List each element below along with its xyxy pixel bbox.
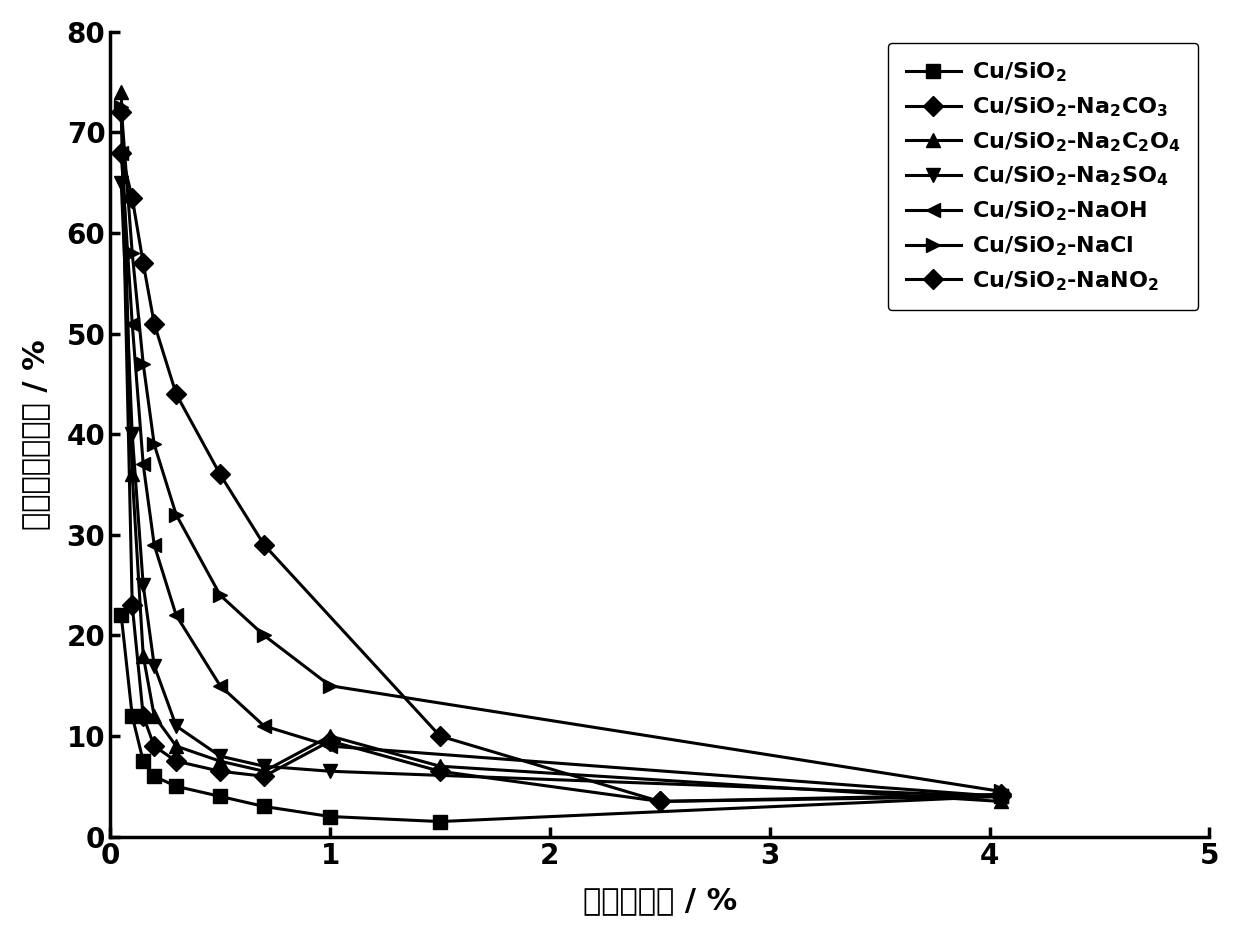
- Cu/SiO$_2$-NaOH: [146, 539, 161, 550]
- Cu/SiO$_2$-NaCl: [146, 439, 161, 450]
- Cu/SiO$_2$: [433, 816, 448, 827]
- Cu/SiO$_2$-Na$_2$SO$_4$: [125, 429, 140, 440]
- Cu/SiO$_2$-Na$_2$CO$_3$: [993, 791, 1008, 802]
- Cu/SiO$_2$-NaOH: [993, 791, 1008, 802]
- Cu/SiO$_2$-Na$_2$C$_2$O$_4$: [169, 740, 184, 752]
- Cu/SiO$_2$-NaCl: [135, 358, 150, 370]
- Cu/SiO$_2$-Na$_2$SO$_4$: [993, 791, 1008, 802]
- X-axis label: 丙烯转化率 / %: 丙烯转化率 / %: [583, 886, 737, 915]
- Cu/SiO$_2$: [993, 791, 1008, 802]
- Cu/SiO$_2$-Na$_2$SO$_4$: [169, 721, 184, 732]
- Cu/SiO$_2$-Na$_2$CO$_3$: [146, 740, 161, 752]
- Cu/SiO$_2$-NaOH: [169, 609, 184, 621]
- Cu/SiO$_2$-Na$_2$C$_2$O$_4$: [993, 796, 1008, 807]
- Y-axis label: 环氧丙烷选择性 / %: 环氧丙烷选择性 / %: [21, 339, 50, 530]
- Cu/SiO$_2$-NaOH: [125, 318, 140, 329]
- Cu/SiO$_2$-NaNO$_2$: [146, 318, 161, 329]
- Cu/SiO$_2$-Na$_2$SO$_4$: [257, 761, 272, 772]
- Legend: Cu/SiO$_2$, Cu/SiO$_2$-Na$_2$CO$_3$, Cu/SiO$_2$-Na$_2$C$_2$O$_4$, Cu/SiO$_2$-Na$: Cu/SiO$_2$, Cu/SiO$_2$-Na$_2$CO$_3$, Cu/…: [888, 43, 1198, 311]
- Cu/SiO$_2$-NaNO$_2$: [114, 147, 129, 158]
- Cu/SiO$_2$: [125, 710, 140, 722]
- Cu/SiO$_2$-Na$_2$C$_2$O$_4$: [213, 755, 228, 767]
- Cu/SiO$_2$-Na$_2$CO$_3$: [257, 770, 272, 782]
- Cu/SiO$_2$-NaCl: [257, 630, 272, 641]
- Line: Cu/SiO$_2$-Na$_2$SO$_4$: Cu/SiO$_2$-Na$_2$SO$_4$: [114, 176, 1008, 803]
- Cu/SiO$_2$-Na$_2$SO$_4$: [146, 660, 161, 671]
- Cu/SiO$_2$-NaCl: [213, 590, 228, 601]
- Cu/SiO$_2$-NaNO$_2$: [169, 388, 184, 400]
- Line: Cu/SiO$_2$: Cu/SiO$_2$: [114, 608, 1008, 828]
- Cu/SiO$_2$-NaOH: [213, 680, 228, 692]
- Cu/SiO$_2$-NaCl: [993, 785, 1008, 797]
- Cu/SiO$_2$-Na$_2$C$_2$O$_4$: [257, 766, 272, 777]
- Cu/SiO$_2$-NaNO$_2$: [257, 539, 272, 550]
- Cu/SiO$_2$-Na$_2$SO$_4$: [213, 751, 228, 762]
- Cu/SiO$_2$-Na$_2$C$_2$O$_4$: [114, 86, 129, 97]
- Cu/SiO$_2$-NaNO$_2$: [213, 469, 228, 480]
- Cu/SiO$_2$-NaNO$_2$: [652, 796, 667, 807]
- Cu/SiO$_2$-NaCl: [125, 247, 140, 258]
- Cu/SiO$_2$-NaNO$_2$: [433, 730, 448, 741]
- Cu/SiO$_2$: [322, 811, 337, 822]
- Cu/SiO$_2$: [257, 801, 272, 812]
- Cu/SiO$_2$: [169, 781, 184, 792]
- Line: Cu/SiO$_2$-NaCl: Cu/SiO$_2$-NaCl: [114, 100, 1008, 798]
- Cu/SiO$_2$-Na$_2$CO$_3$: [213, 766, 228, 777]
- Cu/SiO$_2$-NaCl: [114, 102, 129, 113]
- Cu/SiO$_2$-Na$_2$CO$_3$: [114, 107, 129, 118]
- Cu/SiO$_2$-Na$_2$CO$_3$: [125, 600, 140, 611]
- Cu/SiO$_2$-NaCl: [169, 509, 184, 520]
- Cu/SiO$_2$-NaOH: [114, 147, 129, 158]
- Cu/SiO$_2$-Na$_2$CO$_3$: [433, 766, 448, 777]
- Cu/SiO$_2$-Na$_2$C$_2$O$_4$: [146, 710, 161, 722]
- Cu/SiO$_2$: [213, 791, 228, 802]
- Cu/SiO$_2$-Na$_2$C$_2$O$_4$: [322, 730, 337, 741]
- Cu/SiO$_2$-NaOH: [322, 740, 337, 752]
- Cu/SiO$_2$-Na$_2$C$_2$O$_4$: [125, 469, 140, 480]
- Cu/SiO$_2$-NaNO$_2$: [135, 257, 150, 269]
- Cu/SiO$_2$-Na$_2$SO$_4$: [135, 579, 150, 591]
- Cu/SiO$_2$-NaCl: [322, 680, 337, 692]
- Cu/SiO$_2$-NaNO$_2$: [993, 789, 1008, 800]
- Cu/SiO$_2$-NaOH: [257, 721, 272, 732]
- Cu/SiO$_2$-Na$_2$C$_2$O$_4$: [433, 761, 448, 772]
- Line: Cu/SiO$_2$-Na$_2$CO$_3$: Cu/SiO$_2$-Na$_2$CO$_3$: [114, 106, 1008, 809]
- Cu/SiO$_2$: [114, 609, 129, 621]
- Cu/SiO$_2$-Na$_2$CO$_3$: [169, 755, 184, 767]
- Cu/SiO$_2$-Na$_2$SO$_4$: [114, 177, 129, 188]
- Cu/SiO$_2$-Na$_2$C$_2$O$_4$: [135, 650, 150, 661]
- Cu/SiO$_2$-NaNO$_2$: [125, 192, 140, 203]
- Cu/SiO$_2$-Na$_2$CO$_3$: [322, 736, 337, 747]
- Cu/SiO$_2$-Na$_2$CO$_3$: [652, 796, 667, 807]
- Cu/SiO$_2$-NaOH: [135, 459, 150, 470]
- Line: Cu/SiO$_2$-NaNO$_2$: Cu/SiO$_2$-NaNO$_2$: [114, 146, 1008, 809]
- Cu/SiO$_2$-Na$_2$CO$_3$: [135, 710, 150, 722]
- Cu/SiO$_2$: [135, 755, 150, 767]
- Line: Cu/SiO$_2$-Na$_2$C$_2$O$_4$: Cu/SiO$_2$-Na$_2$C$_2$O$_4$: [114, 85, 1008, 809]
- Line: Cu/SiO$_2$-NaOH: Cu/SiO$_2$-NaOH: [114, 146, 1008, 803]
- Cu/SiO$_2$: [146, 770, 161, 782]
- Cu/SiO$_2$-Na$_2$SO$_4$: [322, 766, 337, 777]
